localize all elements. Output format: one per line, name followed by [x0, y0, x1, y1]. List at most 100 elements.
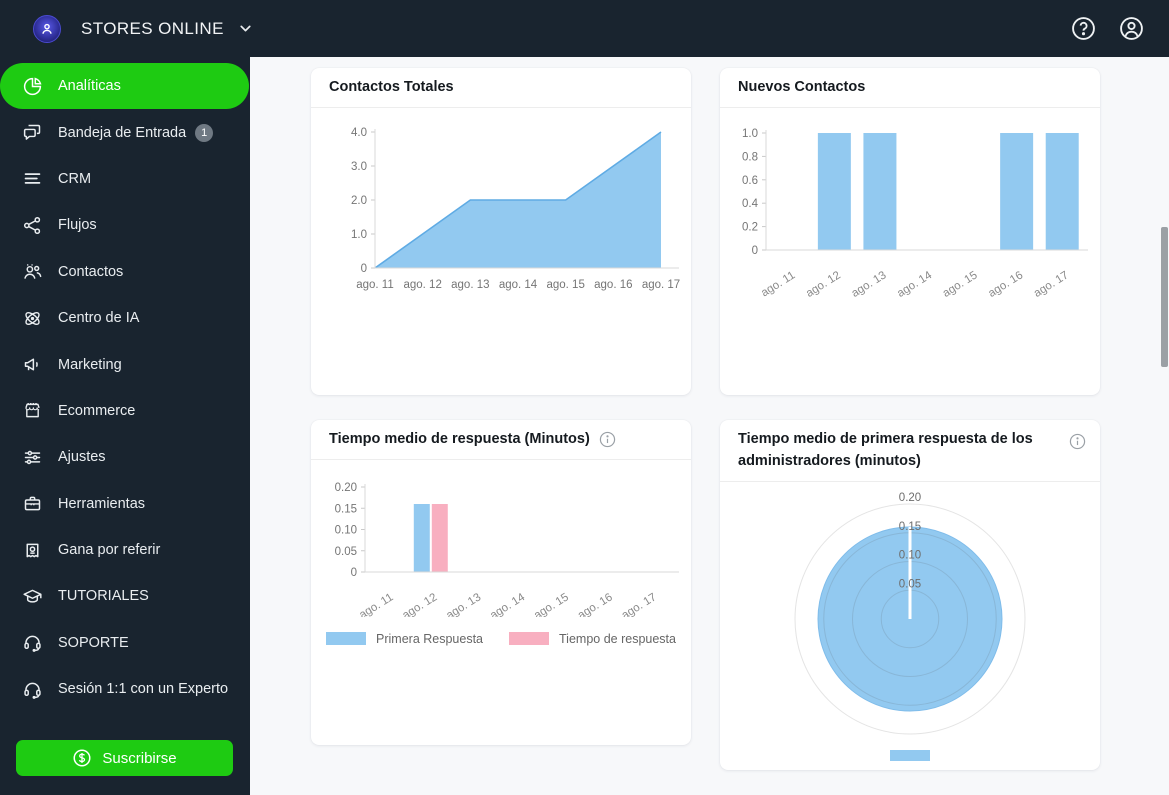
sidebar-item-label: Herramientas: [58, 495, 146, 512]
legend-swatch: [326, 632, 367, 646]
brand-title[interactable]: STORES ONLINE: [81, 18, 224, 38]
legend-item[interactable]: Tiempo de respuesta: [509, 632, 676, 646]
card-header: Tiempo medio de respuesta (Minutos): [311, 420, 691, 460]
toolbox-icon: [22, 493, 43, 514]
svg-text:ago. 17: ago. 17: [1032, 269, 1071, 300]
help-icon[interactable]: [1071, 16, 1096, 41]
svg-text:ago. 14: ago. 14: [488, 591, 527, 617]
legend-item[interactable]: Primera Respuesta: [326, 632, 483, 646]
chevron-down-icon[interactable]: [237, 20, 254, 37]
card-header: Contactos Totales: [311, 68, 691, 108]
svg-text:2.0: 2.0: [351, 195, 367, 207]
svg-text:0.10: 0.10: [335, 524, 357, 536]
svg-text:0.20: 0.20: [899, 492, 921, 504]
svg-text:4.0: 4.0: [351, 127, 367, 139]
svg-text:ago. 16: ago. 16: [986, 269, 1025, 300]
pie-chart-icon: [22, 76, 43, 97]
svg-text:0: 0: [351, 567, 357, 579]
graduation-cap-icon: [22, 586, 43, 607]
card-tiempo-primera-respuesta-admins: Tiempo medio de primera respuesta de los…: [720, 420, 1100, 770]
sidebar-item-label: Flujos: [58, 217, 97, 234]
brand-logo-icon[interactable]: [33, 14, 61, 43]
polar-chart-primera-respuesta[interactable]: 0.05 0.10 0.15 0.20: [720, 482, 1100, 782]
svg-text:0.10: 0.10: [899, 549, 921, 561]
chat-icon: [22, 122, 43, 143]
sidebar: Analíticas Bandeja de Entrada 1 CRM Flujos Co…: [0, 57, 250, 795]
account-icon[interactable]: [1119, 16, 1144, 41]
svg-text:ago. 17: ago. 17: [642, 279, 680, 291]
sidebar-item-label: Centro de IA: [58, 310, 140, 327]
share-icon: [22, 215, 43, 236]
svg-text:0.4: 0.4: [742, 198, 759, 210]
sidebar-item-sesion-1-1-con-un-experto[interactable]: Sesión 1:1 con un Experto: [0, 666, 250, 712]
svg-text:ago. 15: ago. 15: [941, 269, 980, 300]
svg-text:ago. 14: ago. 14: [895, 269, 934, 300]
legend-label: Primera Respuesta: [376, 631, 484, 646]
sidebar-item-ecommerce[interactable]: Ecommerce: [0, 388, 250, 434]
sidebar-item-tutoriales[interactable]: TUTORIALES: [0, 573, 250, 619]
legend-swatch: [890, 749, 930, 761]
sidebar-items: Analíticas Bandeja de Entrada 1 CRM Flujos Co…: [0, 63, 250, 712]
card-nuevos-contactos: Nuevos Contactos 0 0.2 0.4 0.6 0.8 1.0 ago. 11…: [720, 68, 1100, 395]
subscribe-button[interactable]: Suscribirse: [16, 740, 233, 776]
atom-icon: [22, 308, 43, 329]
sidebar-item-centro-de-ia[interactable]: Centro de IA: [0, 295, 250, 341]
svg-text:1.0: 1.0: [351, 229, 367, 241]
svg-text:ago. 16: ago. 16: [576, 591, 615, 617]
chart-title: Contactos Totales: [329, 79, 454, 95]
grouped-bar-chart-tiempo-respuesta[interactable]: 0 0.05 0.10 0.15 0.20 ago. 11 ago. 12 ago. 13 ag…: [311, 460, 691, 622]
svg-text:0: 0: [752, 245, 758, 257]
subscribe-label: Suscribirse: [102, 749, 177, 767]
svg-text:0.15: 0.15: [335, 503, 357, 515]
sidebar-item-label: TUTORIALES: [58, 588, 149, 605]
svg-text:ago. 12: ago. 12: [403, 279, 441, 291]
sidebar-item-bandeja-de-entrada[interactable]: Bandeja de Entrada 1: [0, 109, 250, 155]
sidebar-item-label: Marketing: [58, 356, 122, 373]
dollar-coin-icon: [73, 749, 91, 767]
svg-text:ago. 12: ago. 12: [804, 269, 843, 300]
legend-label: Tiempo de respuesta: [559, 631, 676, 646]
sidebar-item-herramientas[interactable]: Herramientas: [0, 481, 250, 527]
sidebar-item-marketing[interactable]: Marketing: [0, 341, 250, 387]
unread-count-badge: 1: [195, 123, 214, 142]
svg-text:ago. 13: ago. 13: [444, 591, 483, 617]
svg-text:0.05: 0.05: [335, 546, 357, 558]
sidebar-item-gana-por-referir[interactable]: Gana por referir: [0, 527, 250, 573]
sidebar-item-label: CRM: [58, 170, 92, 187]
area-chart-contactos-totales[interactable]: 0 1.0 2.0 3.0 4.0 ago. 11 ago. 12 ago. 13 ago. 1…: [311, 108, 691, 305]
svg-text:0.8: 0.8: [742, 151, 758, 163]
svg-text:ago. 16: ago. 16: [594, 279, 632, 291]
sidebar-item-crm[interactable]: CRM: [0, 156, 250, 202]
headset-icon: [22, 679, 43, 700]
sidebar-item-label: Ajustes: [58, 449, 106, 466]
info-icon[interactable]: [1069, 433, 1086, 450]
headset-icon: [22, 632, 43, 653]
people-icon: [22, 261, 43, 282]
info-icon[interactable]: [599, 431, 616, 448]
sidebar-item-analiticas[interactable]: Analíticas: [0, 63, 249, 110]
svg-text:ago. 15: ago. 15: [546, 279, 584, 291]
svg-text:ago. 11: ago. 11: [356, 279, 394, 291]
svg-text:0.15: 0.15: [899, 520, 921, 532]
sidebar-item-contactos[interactable]: Contactos: [0, 249, 250, 295]
sidebar-item-soporte[interactable]: SOPORTE: [0, 620, 250, 666]
chart-title: Tiempo medio de respuesta (Minutos): [329, 431, 590, 447]
top-navbar: STORES ONLINE: [0, 0, 1169, 57]
chart-title: Nuevos Contactos: [738, 79, 866, 95]
sidebar-item-ajustes[interactable]: Ajustes: [0, 434, 250, 480]
svg-text:ago. 11: ago. 11: [357, 591, 395, 617]
card-header: Tiempo medio de primera respuesta de los…: [720, 420, 1100, 482]
bar-chart-nuevos-contactos[interactable]: 0 0.2 0.4 0.6 0.8 1.0 ago. 11 ago. 12 ago. 13 ago…: [720, 108, 1100, 312]
svg-text:1.0: 1.0: [742, 128, 758, 140]
svg-text:ago. 13: ago. 13: [451, 279, 489, 291]
sidebar-item-label: SOPORTE: [58, 634, 129, 651]
scrollbar-thumb[interactable]: [1161, 227, 1168, 367]
sidebar-item-flujos[interactable]: Flujos: [0, 202, 250, 248]
svg-text:ago. 15: ago. 15: [532, 591, 571, 617]
sidebar-item-label: Analíticas: [58, 78, 121, 95]
chart-title: Tiempo medio de primera respuesta de los…: [738, 431, 1033, 469]
svg-text:3.0: 3.0: [351, 161, 367, 173]
referral-icon: [22, 540, 43, 561]
svg-text:0.20: 0.20: [335, 482, 357, 494]
